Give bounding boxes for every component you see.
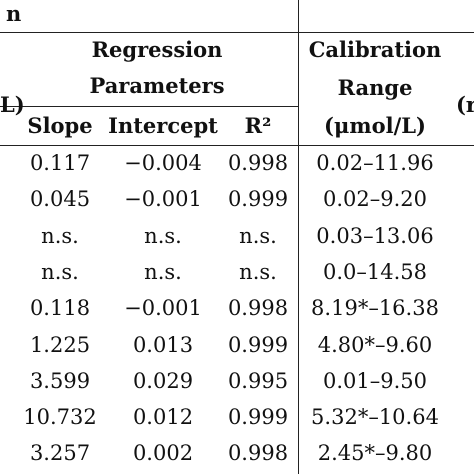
table-cell-slope: 0.118	[29, 296, 91, 321]
table-cell-calibration-range: 2.45*–9.80	[317, 441, 433, 466]
left-fragment: L)	[0, 92, 25, 117]
table-cell-slope: n.s.	[41, 223, 79, 248]
table-cell-r2: 0.999	[227, 405, 289, 430]
table-cell-calibration-range: 4.80*–9.60	[317, 332, 433, 357]
table-cell-r2: 0.998	[227, 151, 289, 175]
right-fragment: (r	[456, 92, 474, 117]
table-cell-r2: 0.999	[227, 332, 289, 357]
table-cell-r2: 0.999	[227, 187, 289, 212]
table-cell-intercept: −0.004	[124, 151, 202, 175]
table-cell-calibration-range: 0.02–11.96	[316, 151, 434, 175]
calibration-header-line1: Calibration	[308, 37, 442, 62]
table-cell-calibration-range: 5.32*–10.64	[311, 405, 439, 430]
regression-header-line1: Regression	[91, 37, 223, 62]
table-cell-slope: 1.225	[29, 332, 91, 357]
table-cell-r2: 0.998	[227, 296, 289, 321]
table-cell-r2: 0.998	[227, 441, 289, 466]
table-cell-intercept: 0.012	[132, 405, 194, 430]
table-cell-calibration-range: 0.0–14.58	[322, 259, 428, 284]
column-header-r2: R²	[244, 113, 272, 138]
table-cell-slope: 0.045	[29, 187, 91, 212]
table-cell-r2: 0.995	[227, 368, 289, 393]
table-cell-r2: n.s.	[239, 259, 277, 284]
table-cell-slope: 3.599	[29, 368, 91, 393]
table-cell-intercept: n.s.	[144, 223, 182, 248]
table-top-rule	[0, 32, 474, 33]
table-cell-slope: 0.117	[29, 151, 91, 175]
calibration-header-line2: Range	[337, 75, 413, 100]
table-cell-slope: 10.732	[23, 405, 97, 430]
calibration-header-line3: (μmol/L)	[324, 113, 426, 138]
table-cell-calibration-range: 8.19*–16.38	[311, 296, 439, 321]
regression-header-line2: Parameters	[89, 73, 225, 98]
subheader-rule	[0, 106, 298, 107]
column-header-intercept: Intercept	[108, 113, 218, 138]
table-cell-calibration-range: 0.03–13.06	[316, 223, 434, 248]
table-cell-calibration-range: 0.01–9.50	[322, 368, 428, 393]
table-header-rule	[0, 145, 474, 146]
table-cell-intercept: 0.002	[132, 441, 194, 466]
table-cell-intercept: −0.001	[124, 296, 202, 321]
table-cell-slope: 3.257	[29, 441, 91, 466]
table-cell-intercept: 0.029	[132, 368, 194, 393]
table-cell-slope: n.s.	[41, 259, 79, 284]
top-left-fragment: n	[6, 1, 22, 26]
table-cell-intercept: −0.001	[124, 187, 202, 212]
table-cell-r2: n.s.	[239, 223, 277, 248]
table-cell-intercept: n.s.	[144, 259, 182, 284]
column-divider	[298, 0, 299, 474]
table-cell-intercept: 0.013	[132, 332, 194, 357]
column-header-slope: Slope	[27, 113, 93, 138]
table-cell-calibration-range: 0.02–9.20	[322, 187, 428, 212]
